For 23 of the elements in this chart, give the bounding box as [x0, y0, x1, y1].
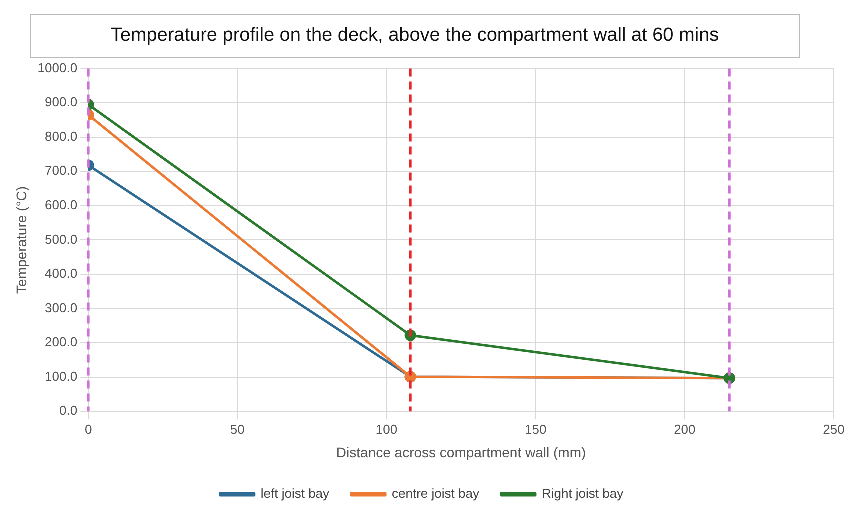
x-axis-title: Distance across compartment wall (mm) — [336, 444, 586, 460]
x-tick-label: 250 — [823, 422, 845, 437]
x-tick-label: 150 — [524, 422, 547, 437]
y-tick-label: 200.0 — [45, 334, 78, 350]
legend-label: centre joist bay — [392, 486, 480, 502]
x-tick-label: 200 — [674, 422, 696, 437]
y-tick-label: 100.0 — [45, 368, 78, 384]
y-tick-label: 0.0 — [59, 403, 78, 418]
y-tick-label: 700.0 — [45, 163, 78, 178]
x-tick-label: 100 — [376, 422, 398, 437]
legend-label: left joist bay — [260, 486, 330, 502]
chart-title: Temperature profile on the deck, above the compartment wall at 60 mins — [30, 14, 800, 58]
y-tick-label: 500.0 — [45, 232, 78, 247]
y-tick-label: 900.0 — [45, 94, 78, 110]
x-tick-label: 0 — [84, 422, 92, 437]
y-tick-label: 600.0 — [45, 198, 78, 212]
y-tick-label: 300.0 — [45, 300, 78, 316]
legend-label: Right joist bay — [542, 486, 624, 502]
y-tick-label: 1000.0 — [38, 60, 78, 76]
x-tick-label: 50 — [230, 422, 245, 437]
y-tick-label: 400.0 — [45, 266, 78, 282]
y-axis-title: Temperature (°C) — [13, 186, 30, 294]
y-tick-label: 800.0 — [45, 128, 78, 144]
